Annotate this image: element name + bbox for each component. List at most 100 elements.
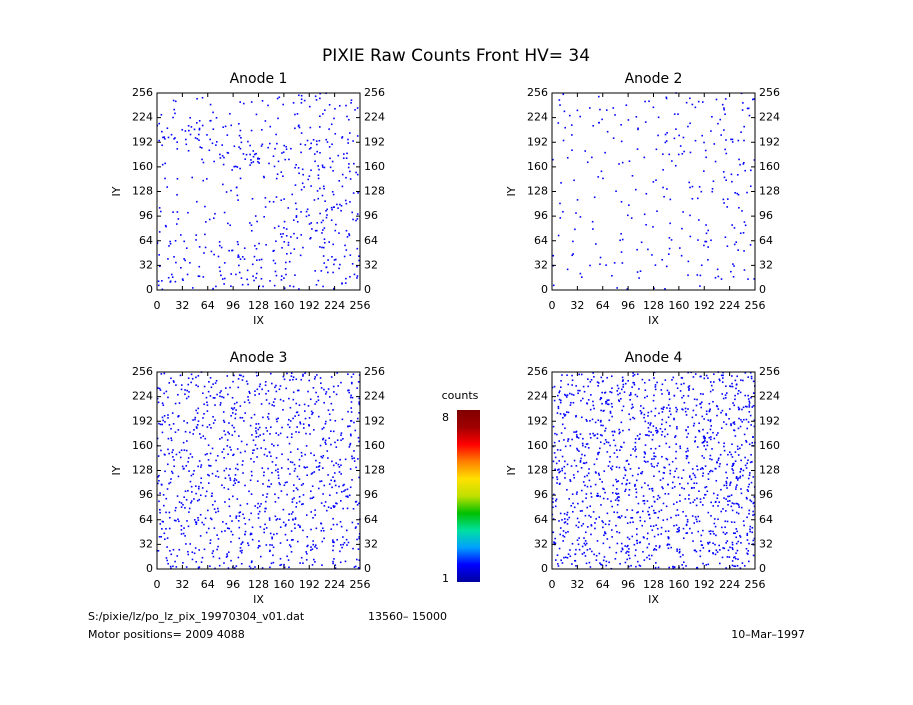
- count-pixel: [694, 516, 697, 518]
- count-pixel: [305, 210, 308, 213]
- count-pixel: [229, 468, 231, 470]
- count-pixel: [267, 467, 269, 470]
- x-tick-label: 192: [694, 578, 715, 591]
- count-pixel: [257, 517, 260, 519]
- count-pixel: [567, 411, 570, 414]
- count-pixel: [314, 544, 317, 547]
- count-pixel: [311, 413, 313, 416]
- count-pixel: [234, 482, 237, 485]
- count-pixel: [689, 122, 691, 125]
- count-pixel: [260, 277, 263, 280]
- count-pixel: [557, 122, 560, 124]
- count-pixel: [554, 559, 557, 561]
- count-pixel: [723, 497, 725, 499]
- count-pixel: [743, 250, 745, 252]
- count-pixel: [226, 439, 229, 441]
- count-pixel: [557, 407, 560, 410]
- count-pixel: [347, 410, 349, 413]
- count-pixel: [275, 432, 278, 434]
- count-pixel: [693, 499, 696, 501]
- count-pixel: [640, 412, 643, 415]
- count-pixel: [644, 461, 647, 463]
- count-pixel: [676, 528, 679, 530]
- count-pixel: [589, 436, 592, 439]
- count-pixel: [285, 387, 287, 390]
- count-pixel: [587, 385, 589, 388]
- count-pixel: [275, 274, 278, 277]
- count-pixel: [239, 511, 242, 513]
- count-pixel: [255, 152, 257, 155]
- count-pixel: [619, 239, 621, 242]
- count-pixel: [234, 467, 237, 470]
- count-pixel: [163, 532, 166, 535]
- count-pixel: [277, 160, 280, 163]
- y-tick-label: 192: [527, 414, 548, 427]
- count-pixel: [324, 393, 327, 395]
- count-pixel: [717, 122, 719, 125]
- x-tick-label: 128: [643, 299, 664, 312]
- count-pixel: [346, 544, 348, 546]
- count-pixel: [568, 498, 570, 500]
- count-pixel: [712, 505, 715, 507]
- count-pixel: [701, 415, 704, 418]
- count-pixel: [250, 224, 253, 226]
- count-pixel: [241, 283, 244, 286]
- count-pixel: [589, 548, 591, 550]
- count-pixel: [731, 456, 734, 458]
- count-pixel: [350, 102, 352, 104]
- count-pixel: [633, 383, 636, 386]
- count-pixel: [609, 455, 611, 458]
- count-pixel: [599, 563, 602, 566]
- count-pixel: [713, 533, 715, 535]
- count-pixel: [323, 484, 326, 487]
- count-pixel: [260, 128, 263, 131]
- count-pixel: [743, 221, 746, 223]
- count-pixel: [333, 541, 335, 544]
- count-pixel: [189, 261, 191, 264]
- count-pixel: [162, 419, 164, 422]
- count-pixel: [590, 533, 592, 536]
- count-pixel: [599, 108, 601, 111]
- count-pixel: [671, 481, 674, 484]
- count-pixel: [654, 384, 657, 386]
- count-pixel: [332, 193, 335, 196]
- count-pixel: [697, 239, 699, 241]
- count-pixel: [654, 264, 657, 266]
- count-pixel: [554, 542, 557, 544]
- count-pixel: [588, 468, 590, 470]
- count-pixel: [706, 490, 709, 493]
- count-pixel: [298, 124, 300, 127]
- count-pixel: [653, 377, 655, 379]
- count-pixel: [180, 384, 183, 386]
- count-pixel: [325, 509, 328, 512]
- count-pixel: [661, 486, 663, 488]
- count-pixel: [621, 262, 624, 264]
- count-pixel: [699, 549, 702, 552]
- x-tick-label: 160: [273, 299, 294, 312]
- count-pixel: [566, 557, 569, 559]
- count-pixel: [173, 459, 175, 461]
- count-pixel: [675, 467, 678, 470]
- y-tick-label: 192: [527, 135, 548, 148]
- count-pixel: [339, 458, 341, 461]
- count-pixel: [667, 537, 670, 540]
- count-pixel: [333, 558, 335, 560]
- count-pixel: [306, 474, 308, 477]
- count-pixel: [748, 411, 751, 413]
- count-pixel: [215, 141, 218, 143]
- count-pixel: [624, 561, 627, 564]
- count-pixel: [291, 511, 294, 513]
- count-pixel: [282, 175, 284, 177]
- count-pixel: [620, 445, 622, 448]
- count-pixel: [638, 467, 640, 470]
- count-pixel: [292, 391, 295, 394]
- count-pixel: [198, 460, 201, 462]
- count-pixel: [717, 432, 719, 434]
- count-pixel: [353, 421, 355, 424]
- count-pixel: [273, 227, 276, 229]
- count-pixel: [704, 149, 707, 152]
- count-pixel: [749, 371, 752, 374]
- count-pixel: [668, 247, 671, 250]
- count-pixel: [238, 271, 241, 274]
- count-pixel: [203, 403, 205, 406]
